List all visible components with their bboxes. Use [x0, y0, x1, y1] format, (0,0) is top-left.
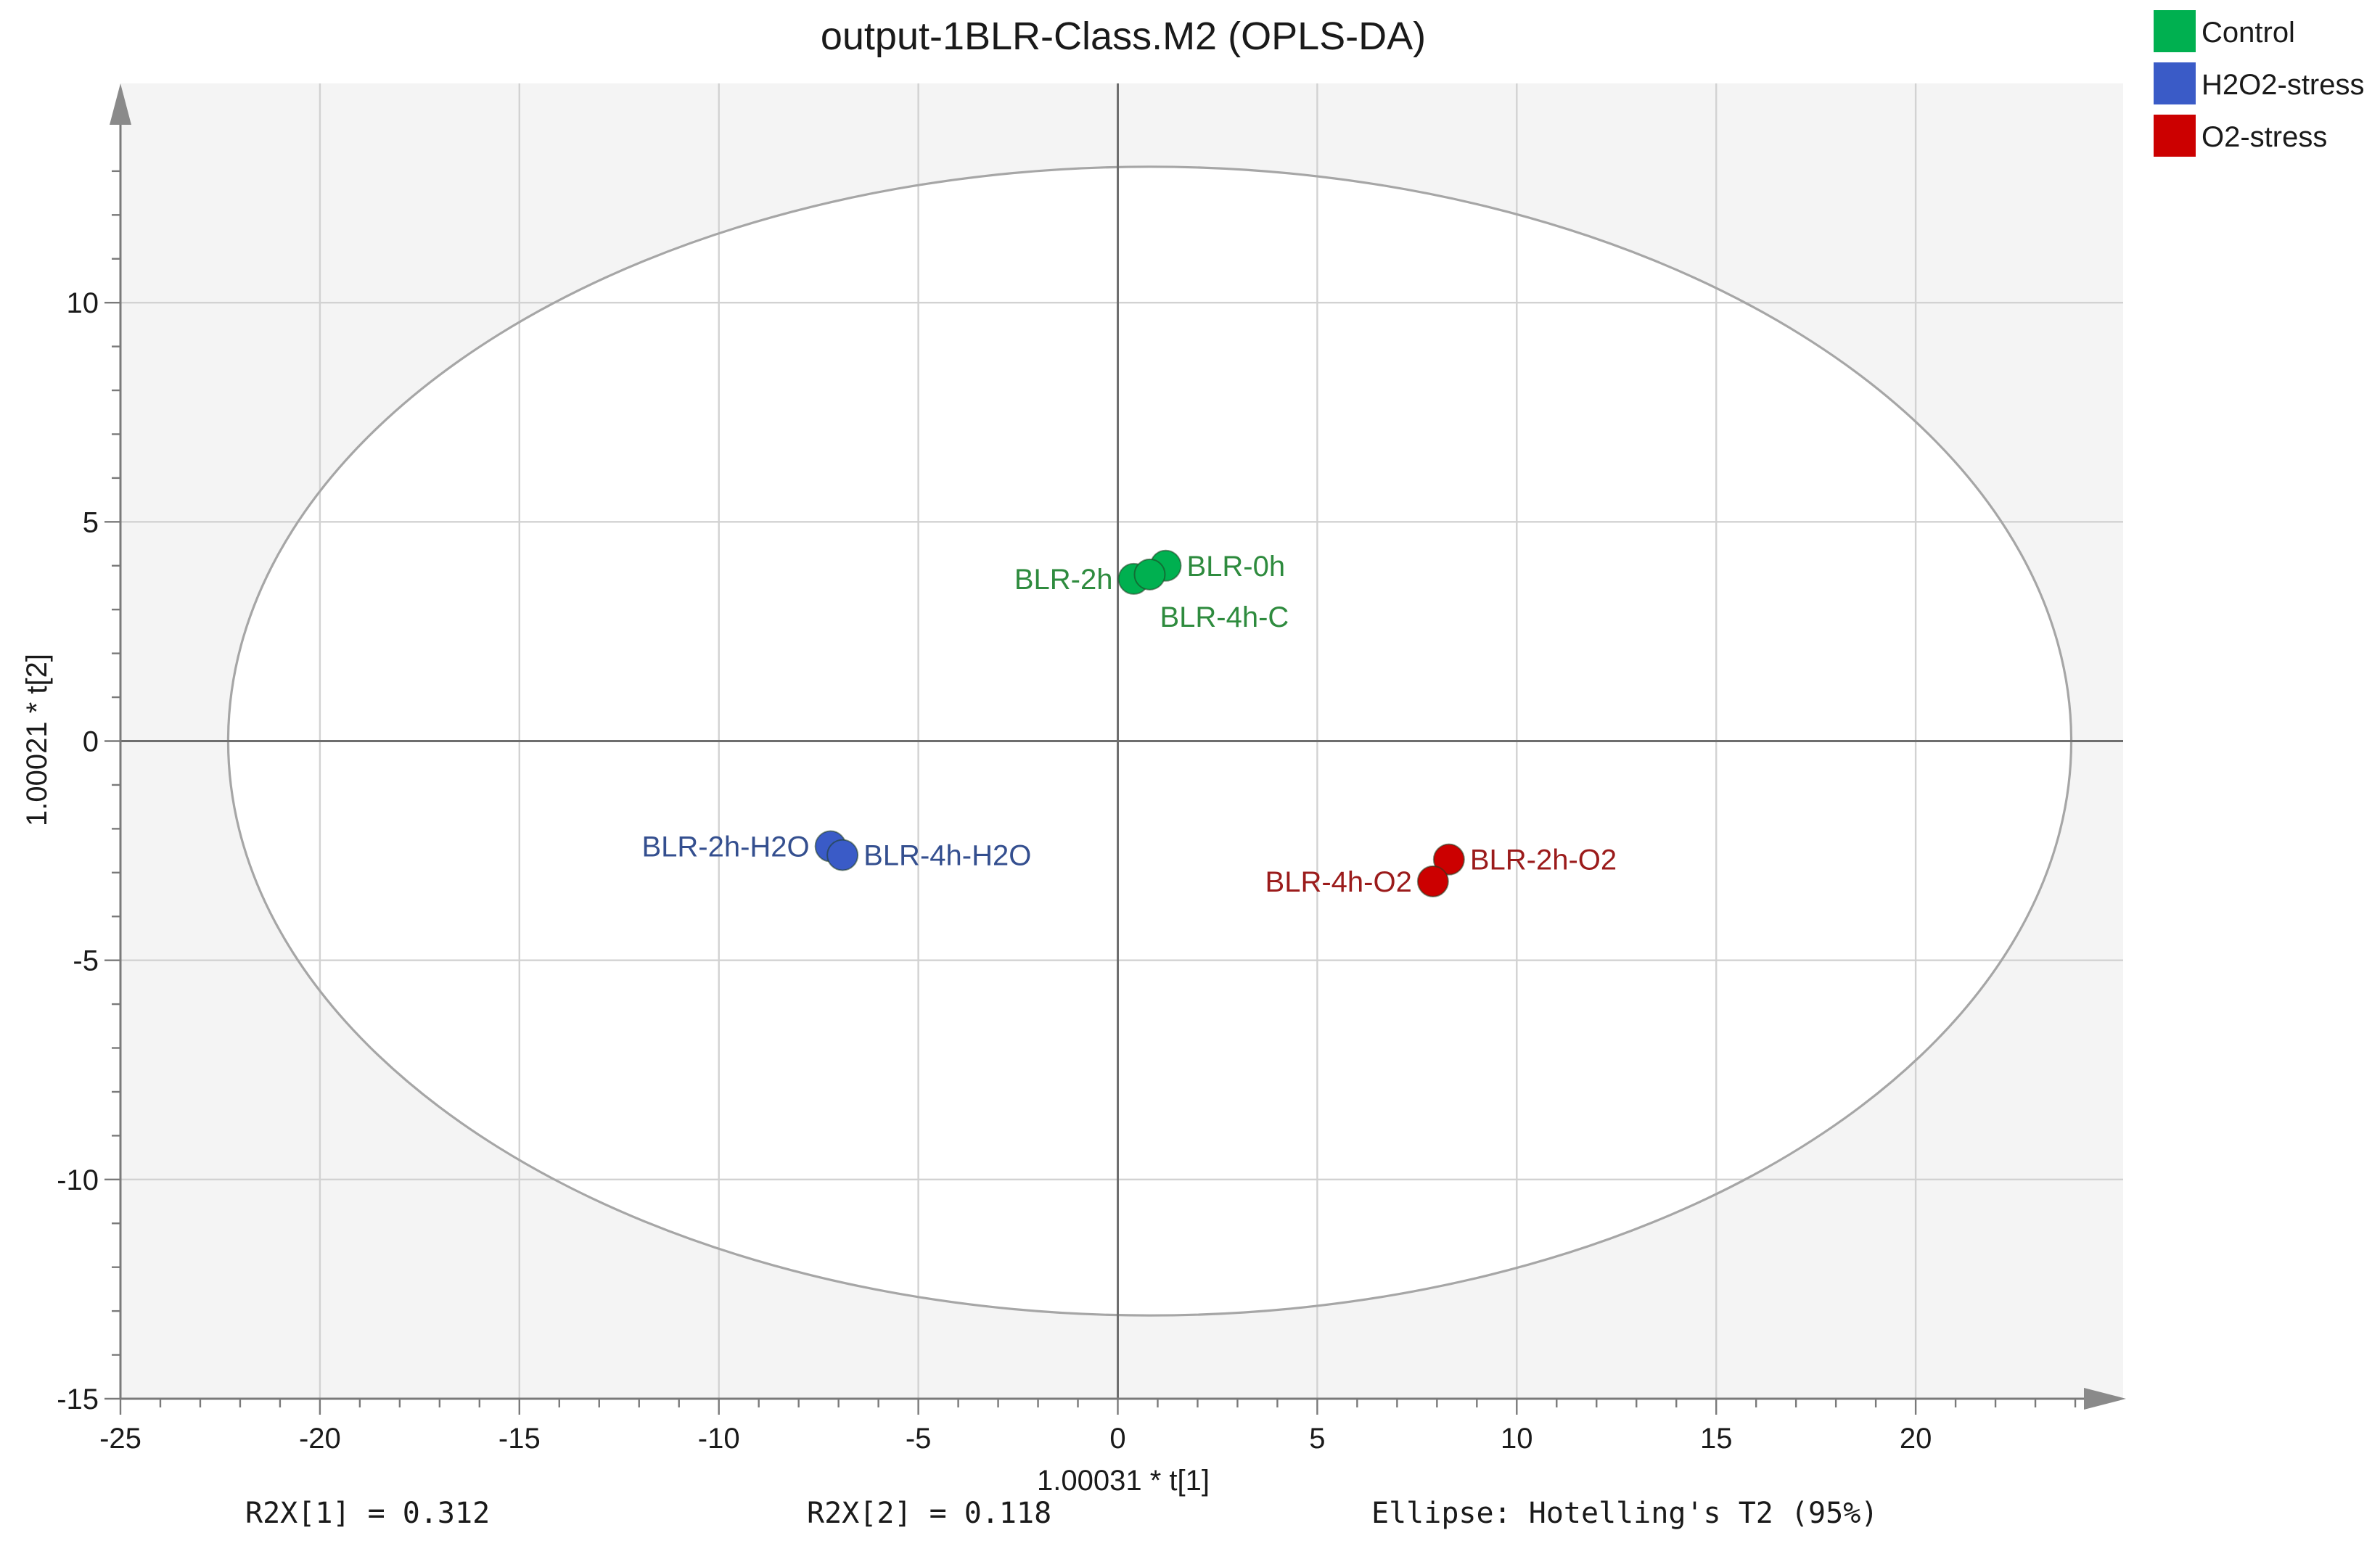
point-label: BLR-2h-H2O: [641, 831, 809, 863]
x-tick-label: 20: [1900, 1423, 1932, 1455]
chart-title: output-1BLR-Class.M2 (OPLS-DA): [821, 15, 1426, 58]
zero-lines: [120, 83, 2123, 1399]
y-tick-label: 5: [83, 506, 99, 538]
r2x2-footnote: R2X[2] = 0.118: [807, 1497, 1051, 1530]
legend-label: O2-stress: [2202, 121, 2327, 153]
data-point: [1432, 843, 1465, 876]
y-axis-arrow: [110, 83, 131, 125]
ellipse-footnote: Ellipse: Hotelling's T2 (95%): [1371, 1497, 1878, 1530]
data-point: [1133, 558, 1166, 591]
point-label: BLR-4h-H2O: [863, 840, 1031, 872]
x-tick-label: -25: [99, 1423, 141, 1455]
r2x1-footnote: R2X[1] = 0.312: [245, 1497, 490, 1530]
tick-labels: -25 -20 -15 -10 -5 0 5 10 15 20 -15 -10 -5 0 5 10: [57, 287, 1932, 1455]
y-tick-label: 0: [83, 726, 99, 758]
legend-swatch: [2154, 115, 2196, 157]
x-tick-label: -15: [498, 1423, 541, 1455]
x-axis-arrow: [2084, 1388, 2126, 1410]
point-label: BLR-4h-C: [1160, 601, 1289, 633]
y-axis-label: 1.00021 * t[2]: [21, 654, 53, 826]
axes: [104, 83, 2126, 1415]
data-point: [1416, 865, 1449, 897]
x-tick-label: 15: [1700, 1423, 1733, 1455]
legend-swatch: [2154, 62, 2196, 104]
y-tick-label: -10: [57, 1164, 99, 1196]
x-tick-label: 5: [1309, 1423, 1325, 1455]
x-axis-label: 1.00031 * t[1]: [1037, 1465, 1210, 1497]
point-label: BLR-0h: [1186, 551, 1285, 583]
point-label: BLR-2h-O2: [1470, 844, 1617, 876]
x-tick-label: -20: [299, 1423, 341, 1455]
y-tick-label: 10: [67, 287, 99, 319]
data-point: [826, 839, 859, 871]
legend-label: H2O2-stress: [2202, 69, 2365, 101]
y-tick-label: -5: [73, 945, 99, 977]
x-tick-label: -10: [698, 1423, 740, 1455]
point-label: BLR-4h-O2: [1265, 866, 1412, 898]
x-tick-label: 10: [1501, 1423, 1533, 1455]
point-label: BLR-2h: [1014, 564, 1113, 596]
data-points: [814, 549, 1465, 897]
y-tick-label: -15: [57, 1383, 99, 1415]
x-tick-label: -5: [906, 1423, 932, 1455]
legend-swatch: [2154, 10, 2196, 52]
legend-label: Control: [2202, 17, 2295, 49]
x-tick-label: 0: [1109, 1423, 1125, 1455]
legend: Control H2O2-stress O2-stress: [2154, 10, 2365, 157]
point-labels: BLR-0h BLR-2h BLR-4h-C BLR-2h-H2O BLR-4h-H2O…: [641, 551, 1617, 898]
